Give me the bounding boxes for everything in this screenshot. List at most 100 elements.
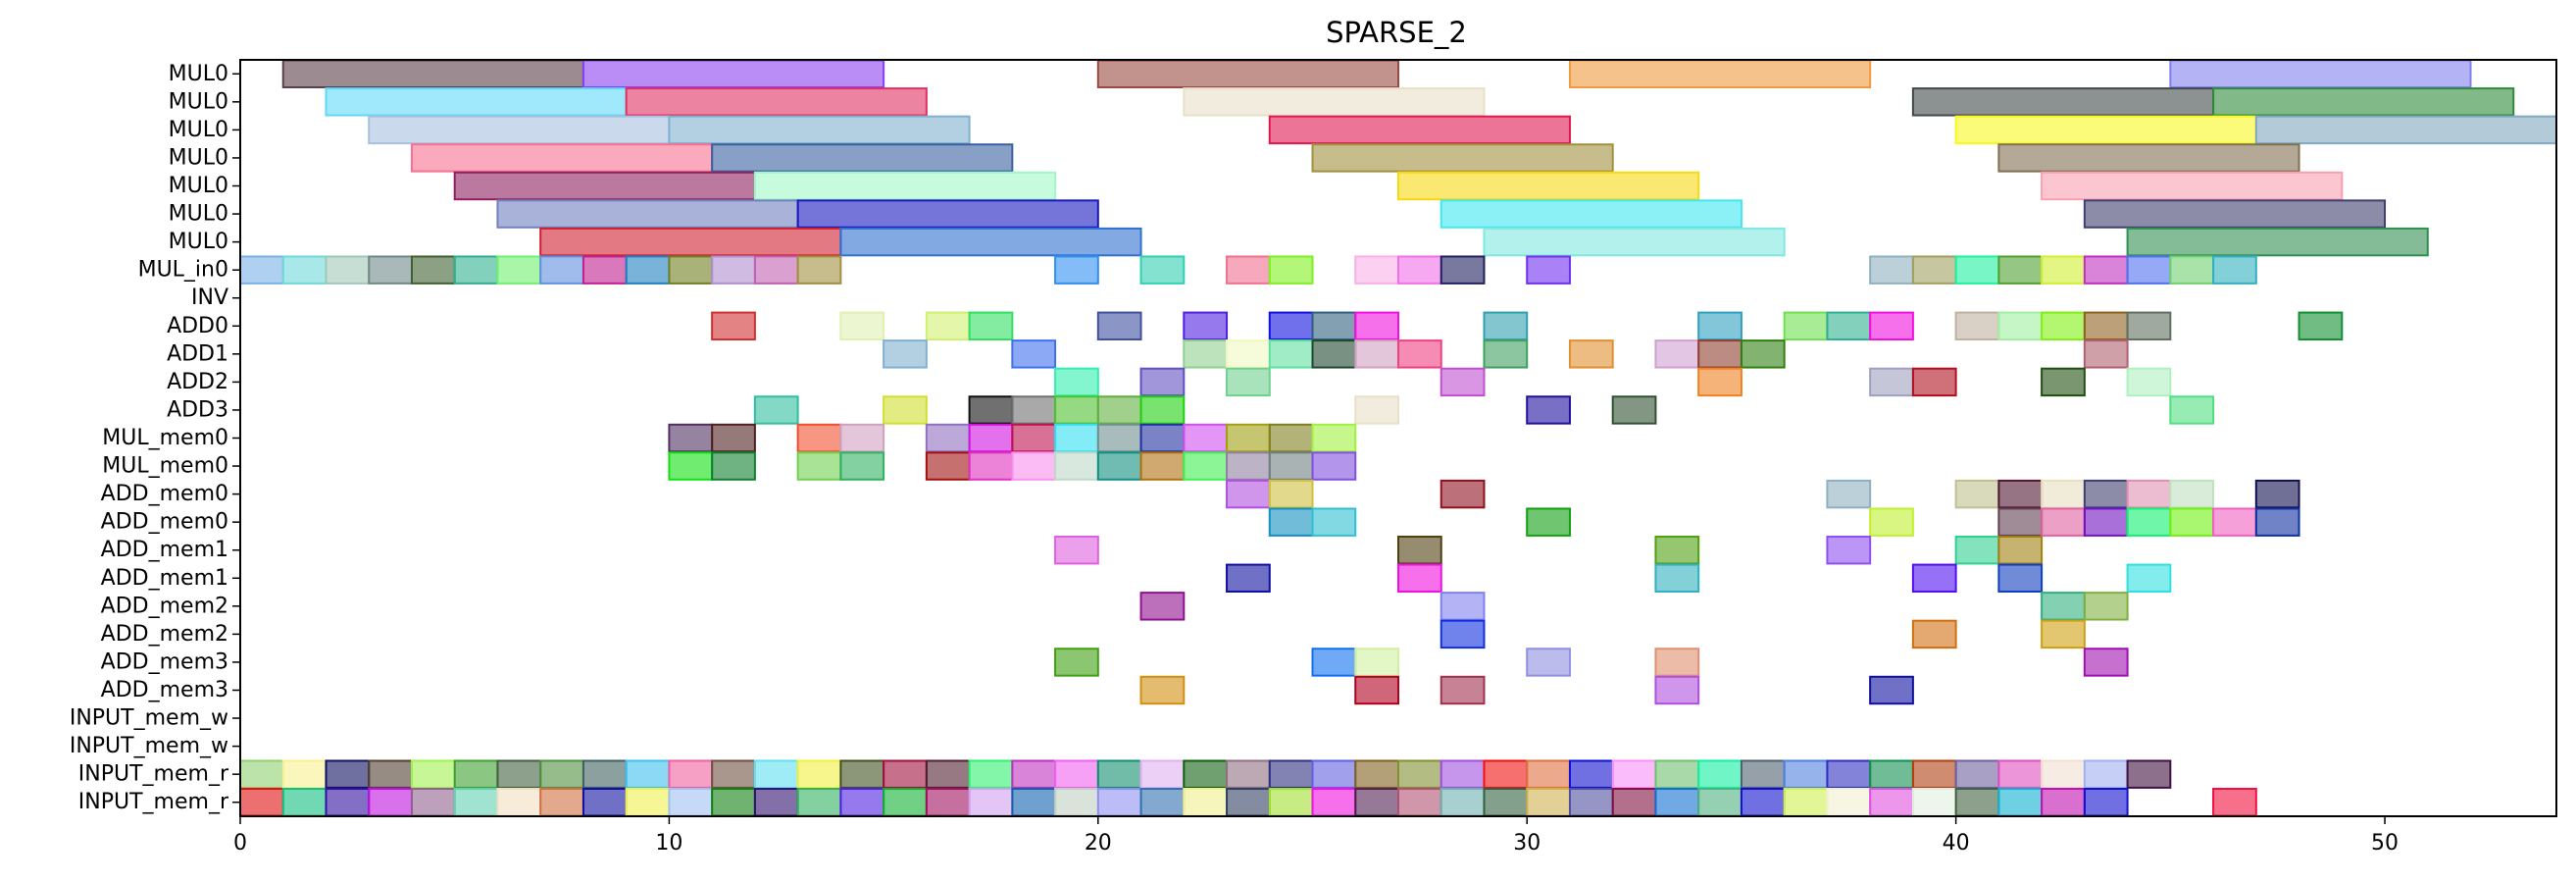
bar-38 [539, 255, 584, 285]
bar-94 [1740, 339, 1786, 369]
bar-21 [1397, 171, 1700, 201]
bar-197 [281, 759, 328, 789]
bar-37 [496, 255, 542, 285]
bar-277 [1783, 788, 1829, 817]
x-tick-label: 30 [1513, 831, 1541, 856]
bar-167 [1397, 536, 1442, 565]
bar-43 [753, 255, 799, 285]
bar-23 [496, 199, 799, 229]
bar-49 [1354, 255, 1400, 285]
bar-139 [1139, 451, 1186, 481]
bar-258 [968, 788, 1014, 817]
bar-259 [1011, 788, 1057, 817]
bar-181 [2083, 592, 2129, 621]
bar-90 [1483, 339, 1529, 369]
bar-63 [839, 311, 885, 340]
bar-17 [1311, 143, 1614, 173]
bar-236 [1954, 759, 2000, 789]
bar-83 [1011, 339, 1057, 369]
bar-186 [1311, 648, 1357, 677]
bar-238 [2041, 759, 2086, 789]
bar-185 [1054, 648, 1099, 677]
bar-148 [1954, 479, 2000, 509]
bar-279 [1869, 788, 1914, 817]
bar-22 [2041, 171, 2344, 201]
y-tick-label: ADD3 [167, 397, 228, 422]
bar-66 [1096, 311, 1142, 340]
bar-101 [1869, 367, 1914, 397]
bar-227 [1568, 759, 1614, 789]
bar-109 [1054, 395, 1099, 425]
y-tick-label: MUL0 [169, 62, 228, 86]
y-tick-label: MUL0 [169, 202, 228, 227]
bar-247 [496, 788, 542, 817]
bar-134 [925, 451, 971, 481]
bar-114 [1611, 395, 1657, 425]
bar-86 [1268, 339, 1314, 369]
bar-228 [1611, 759, 1657, 789]
bar-10 [368, 115, 671, 145]
bar-239 [2083, 759, 2129, 789]
bar-78 [2041, 311, 2086, 340]
bar-113 [1526, 395, 1571, 425]
y-tick-label: ADD_mem2 [101, 622, 228, 647]
bar-271 [1526, 788, 1571, 817]
bar-282 [1997, 788, 2044, 817]
bar-3 [1568, 59, 1872, 88]
bar-214 [1011, 759, 1057, 789]
bar-163 [2169, 507, 2215, 537]
bar-19 [453, 171, 756, 201]
bar-5 [325, 87, 628, 117]
bar-73 [1783, 311, 1829, 340]
bar-207 [711, 759, 756, 789]
bar-40 [625, 255, 671, 285]
bar-243 [325, 788, 371, 817]
y-tick-label: MUL0 [169, 145, 228, 170]
bar-50 [1397, 255, 1442, 285]
bar-155 [1268, 507, 1314, 537]
bar-48 [1268, 255, 1314, 285]
bar-60 [2169, 255, 2215, 285]
y-tick-label: ADD1 [167, 341, 228, 366]
bar-25 [1440, 199, 1743, 229]
bar-96 [1054, 367, 1099, 397]
bar-246 [453, 788, 499, 817]
y-tick-label: INV [191, 285, 228, 310]
y-tick-label: ADD_mem3 [101, 649, 228, 674]
bar-138 [1096, 451, 1142, 481]
bar-92 [1654, 339, 1700, 369]
bar-57 [2041, 255, 2086, 285]
bar-81 [2298, 311, 2344, 340]
bar-242 [281, 788, 328, 817]
bar-273 [1611, 788, 1657, 817]
bar-143 [1311, 451, 1357, 481]
y-tick-label: INPUT_mem_w [70, 706, 228, 731]
bar-257 [925, 788, 971, 817]
bar-285 [2212, 788, 2257, 817]
bar-68 [1268, 311, 1314, 340]
bar-225 [1483, 759, 1529, 789]
bar-130 [668, 451, 714, 481]
bar-111 [1139, 395, 1186, 425]
bar-232 [1783, 759, 1829, 789]
bar-171 [1997, 536, 2044, 565]
bar-174 [1654, 563, 1700, 593]
bar-284 [2083, 788, 2129, 817]
bar-8 [1911, 87, 2215, 117]
bar-51 [1440, 255, 1486, 285]
bar-70 [1354, 311, 1400, 340]
bars-layer [239, 59, 2557, 817]
y-tick-label: INPUT_mem_w [70, 734, 228, 758]
bar-151 [2083, 479, 2129, 509]
bar-106 [883, 395, 928, 425]
bar-205 [625, 759, 671, 789]
bar-278 [1826, 788, 1872, 817]
bar-132 [796, 451, 842, 481]
bar-61 [2212, 255, 2257, 285]
y-tick-label: ADD_mem0 [101, 510, 228, 535]
bar-159 [1997, 507, 2044, 537]
y-tick-label: MUL0 [169, 174, 228, 198]
bar-241 [239, 788, 284, 817]
